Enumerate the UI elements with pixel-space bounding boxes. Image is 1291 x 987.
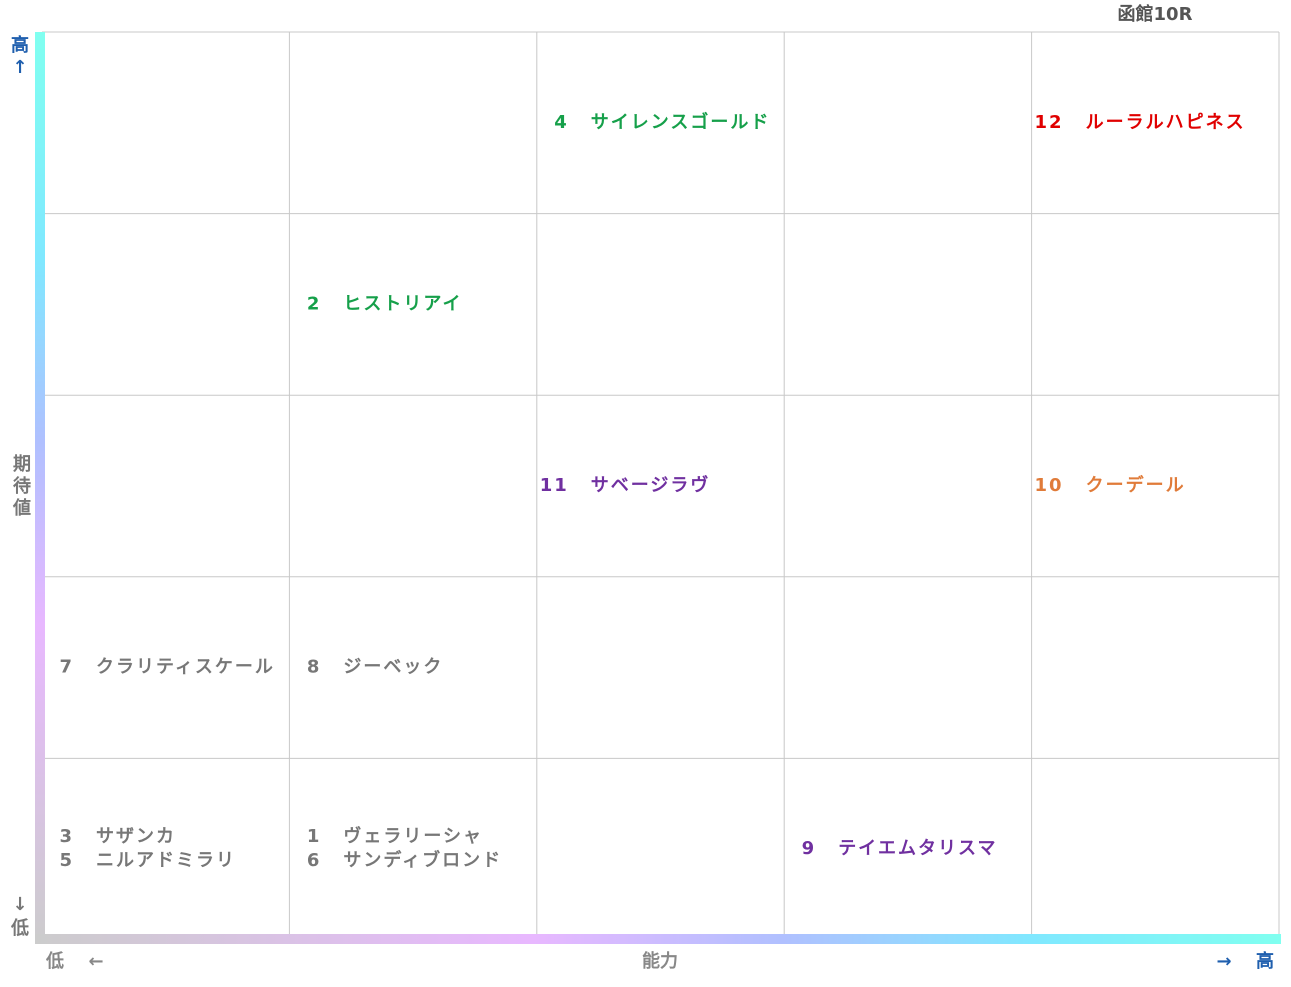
x-title: 能力 <box>642 950 678 972</box>
horse-name: ニルアドミラリ <box>96 850 236 871</box>
horse-name: テイエムタリスマ <box>838 838 997 859</box>
horse-number: 5 <box>59 850 74 871</box>
horse-name: クラリティスケール <box>96 657 275 678</box>
horse-number: 12 <box>1035 112 1064 133</box>
y-axis-bar <box>35 32 45 944</box>
y-high: 高 <box>11 34 29 56</box>
y-title: 期待値 <box>10 454 32 520</box>
y-low: 低 <box>10 917 29 939</box>
horse-number: 11 <box>540 475 569 496</box>
horse-name: ルーラルハピネス <box>1086 112 1246 133</box>
x-high: 高 <box>1256 950 1274 972</box>
horse-number: 1 <box>307 826 322 847</box>
horse-name: サザンカ <box>96 826 176 847</box>
horse-name: ヒストリアイ <box>343 293 462 314</box>
y-high-arrow: ↑ <box>12 57 27 78</box>
horse-name: サイレンスゴールド <box>591 111 771 133</box>
x-low-arrow: ← <box>88 951 103 972</box>
horse-name: サベージラヴ <box>591 474 711 496</box>
horse-number: 4 <box>554 112 569 133</box>
horse-number: 8 <box>307 657 322 678</box>
horse-number: 6 <box>307 850 322 871</box>
x-low: 低 <box>45 950 64 972</box>
horse-number: 2 <box>307 293 322 314</box>
horse-name: ジーベック <box>343 657 443 678</box>
horse-number: 3 <box>59 826 74 847</box>
y-title-text: 期待値 <box>10 454 32 520</box>
horse-number: 7 <box>59 657 74 678</box>
title: 函館10R <box>1118 3 1193 25</box>
horse-number: 9 <box>802 838 817 859</box>
x-axis-bar <box>35 934 1281 944</box>
horse-name: ヴェラリーシャ <box>343 825 483 847</box>
horse-name: サンディブロンド <box>343 849 502 871</box>
horse-name: クーデール <box>1086 474 1186 496</box>
y-low-arrow: ↓ <box>12 894 27 915</box>
horse-number: 10 <box>1035 475 1064 496</box>
x-high-arrow: → <box>1216 951 1231 972</box>
